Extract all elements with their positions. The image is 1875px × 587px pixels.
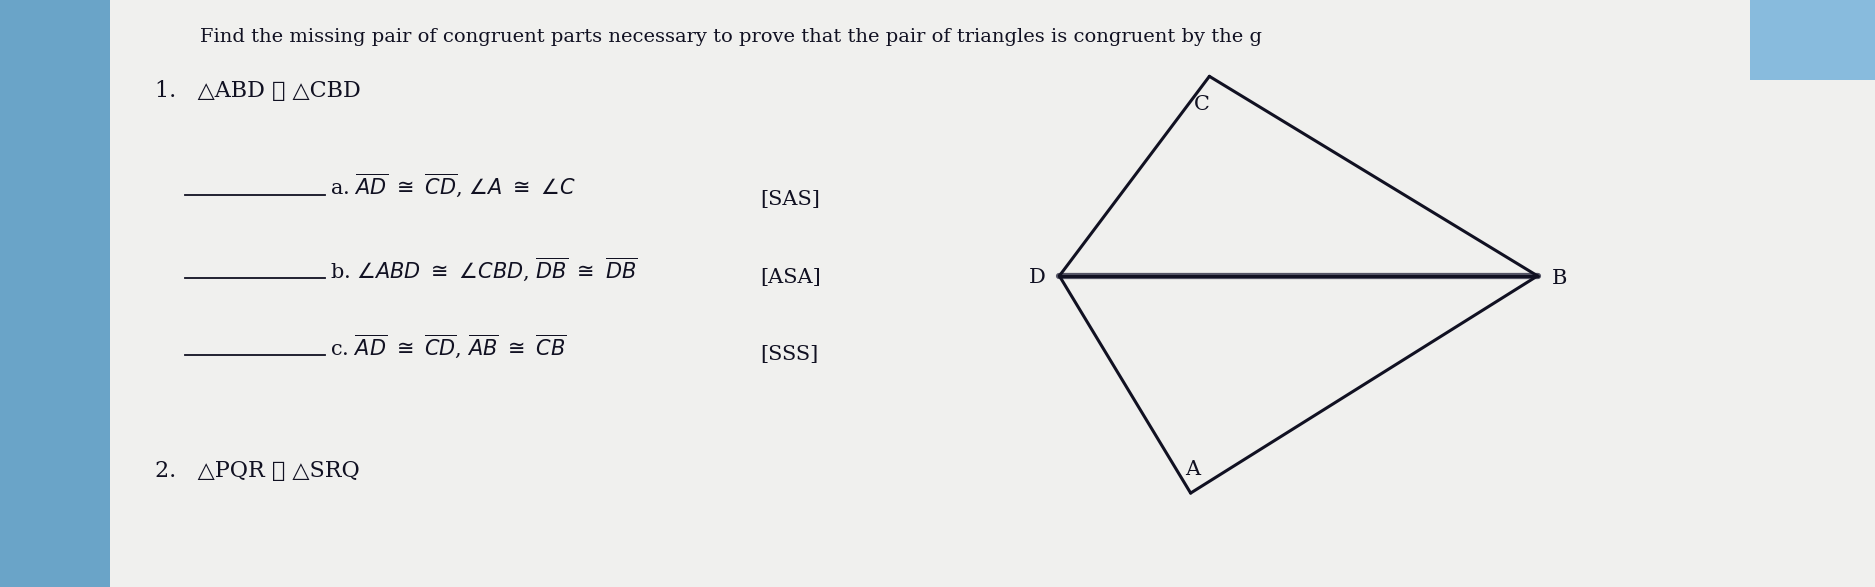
Text: 2.   △PQR ≅ △SRQ: 2. △PQR ≅ △SRQ [156,460,360,482]
Text: b. $\angle ABD$ $\cong$ $\angle CBD$, $\overline{DB}$ $\cong$ $\overline{DB}$: b. $\angle ABD$ $\cong$ $\angle CBD$, $\… [330,256,638,284]
Text: Find the missing pair of congruent parts necessary to prove that the pair of tri: Find the missing pair of congruent parts… [201,28,1262,46]
Text: 1.   △ABD ≅ △CBD: 1. △ABD ≅ △CBD [156,80,360,102]
FancyBboxPatch shape [111,0,1875,587]
Text: [ASA]: [ASA] [759,268,821,287]
Text: C: C [1194,95,1209,114]
Text: a. $\overline{AD}$ $\cong$ $\overline{CD}$, $\angle A$ $\cong$ $\angle C$: a. $\overline{AD}$ $\cong$ $\overline{CD… [330,172,576,200]
Text: [SSS]: [SSS] [759,345,818,364]
Text: c. $\overline{AD}$ $\cong$ $\overline{CD}$, $\overline{AB}$ $\cong$ $\overline{C: c. $\overline{AD}$ $\cong$ $\overline{CD… [330,333,566,360]
Text: B: B [1551,269,1568,288]
FancyBboxPatch shape [1749,0,1875,80]
Text: D: D [1029,268,1046,288]
Text: A: A [1185,460,1200,479]
Text: [SAS]: [SAS] [759,190,819,209]
